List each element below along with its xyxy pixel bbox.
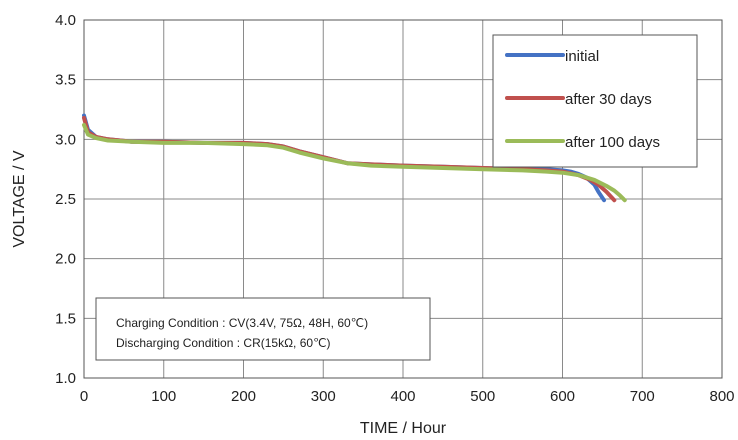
conditions-box xyxy=(95,297,431,361)
x-tick-label: 700 xyxy=(630,388,655,405)
x-tick-label: 400 xyxy=(390,388,415,405)
conditions-annotation: Charging Condition : CV(3.4V, 75Ω, 48H, … xyxy=(95,297,431,361)
legend-label: after 100 days xyxy=(565,134,660,151)
x-axis-title: TIME / Hour xyxy=(360,420,447,437)
series-line-after-100-days xyxy=(82,123,627,203)
x-tick-label: 800 xyxy=(709,388,734,405)
x-tick-label: 600 xyxy=(550,388,575,405)
y-tick-labels: 1.0 1.5 2.0 2.5 3.0 3.5 4.0 xyxy=(55,12,76,387)
plot-area-border xyxy=(83,19,723,379)
y-tick-label: 2.5 xyxy=(55,191,76,208)
x-tick-label: 300 xyxy=(311,388,336,405)
y-axis-title: VOLTAGE / V xyxy=(11,150,28,248)
legend-label: after 30 days xyxy=(565,91,652,108)
x-tick-label: 500 xyxy=(470,388,495,405)
charging-condition-text: Charging Condition : CV(3.4V, 75Ω, 48H, … xyxy=(116,316,368,330)
discharging-condition-text: Discharging Condition : CR(15kΩ, 60℃) xyxy=(116,336,331,350)
y-tick-label: 2.0 xyxy=(55,251,76,268)
legend: initial after 30 days after 100 days xyxy=(492,34,698,168)
y-tick-label: 1.0 xyxy=(55,370,76,387)
y-tick-label: 4.0 xyxy=(55,12,76,29)
series-lines xyxy=(82,113,627,203)
x-tick-label: 200 xyxy=(231,388,256,405)
x-tick-label: 100 xyxy=(151,388,176,405)
legend-label: initial xyxy=(565,48,599,65)
y-tick-label: 3.0 xyxy=(55,131,76,148)
y-tick-label: 1.5 xyxy=(55,310,76,327)
y-tick-label: 3.5 xyxy=(55,72,76,89)
x-tick-labels: 0 100 200 300 400 500 600 700 800 xyxy=(80,388,735,405)
x-tick-label: 0 xyxy=(80,388,88,405)
